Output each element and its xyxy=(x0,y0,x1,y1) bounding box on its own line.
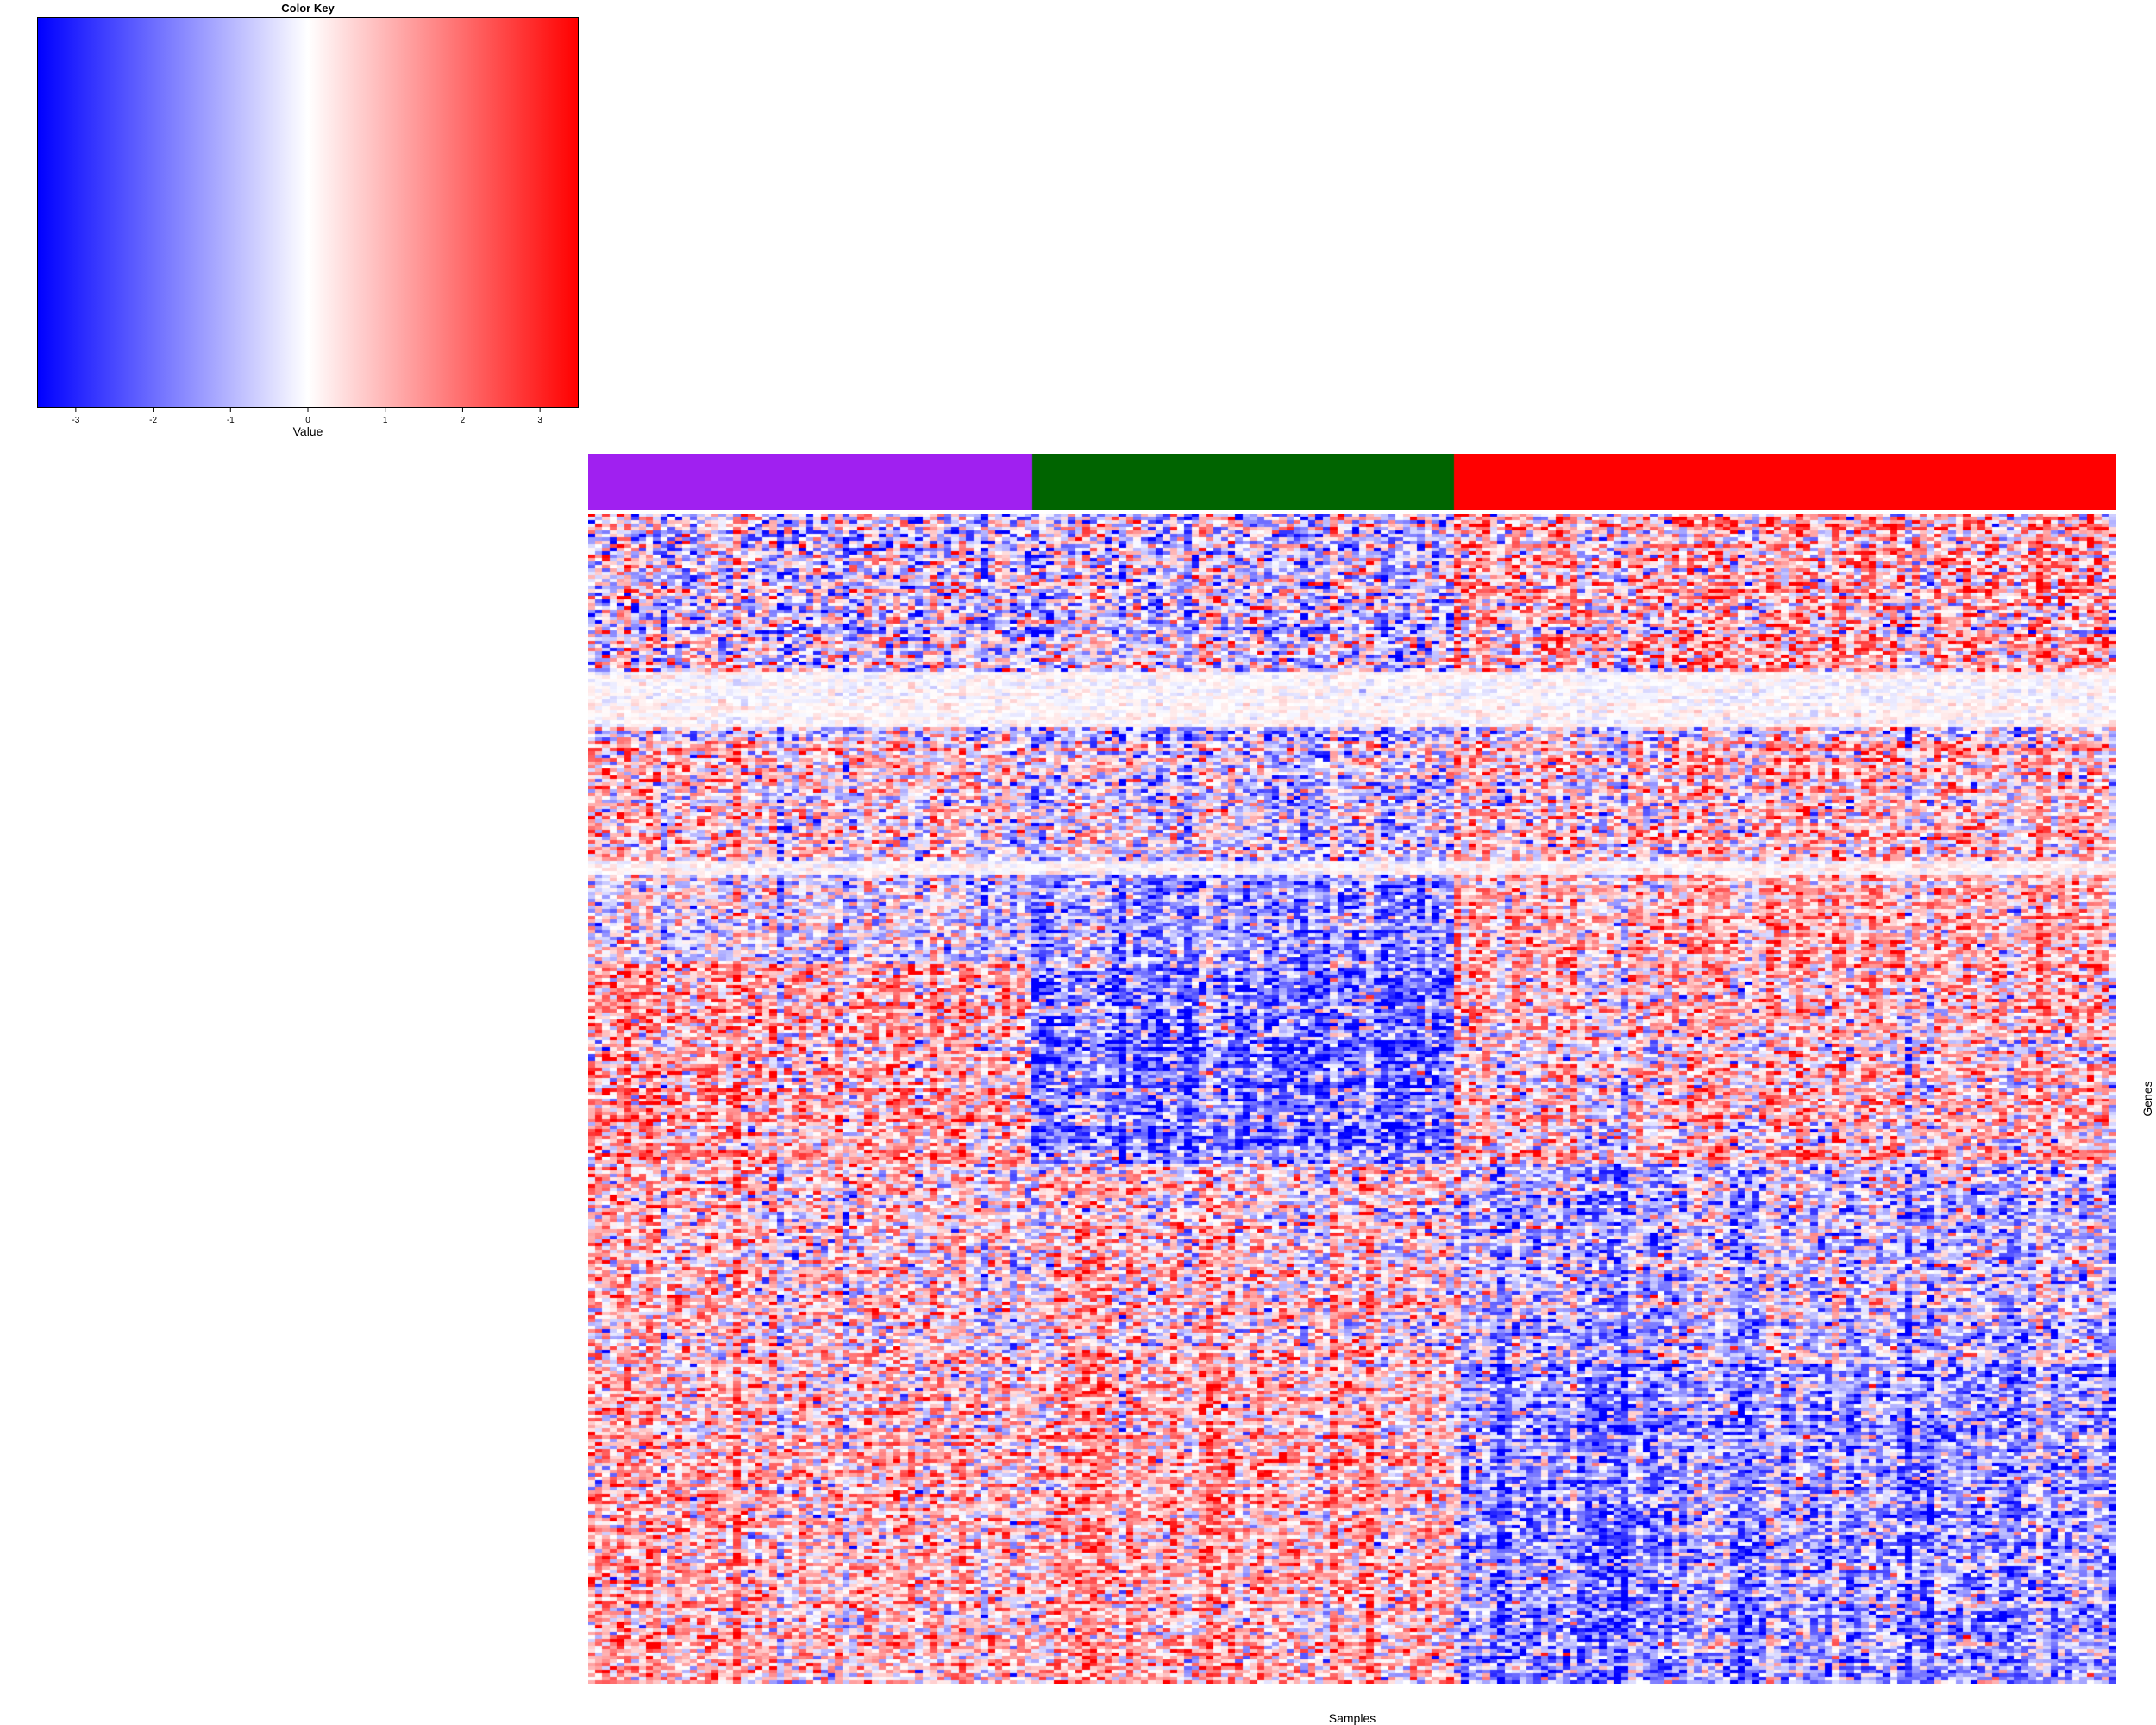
y-axis-label: Genes xyxy=(2140,1081,2154,1117)
color-key-tick-label: 1 xyxy=(383,416,388,425)
color-key-gradient xyxy=(37,17,579,408)
color-key-tick-label: -1 xyxy=(227,416,235,425)
color-key-xlabel: Value xyxy=(292,424,323,438)
color-key-tick-label: -2 xyxy=(149,416,157,425)
heatmap-grid xyxy=(588,514,2116,1684)
color-key-tick-label: 0 xyxy=(305,416,310,425)
color-key-axis: -3 -2 -1 0 1 2 3 xyxy=(72,408,542,425)
color-key-tick-label: -3 xyxy=(72,416,79,425)
color-key-tick-label: 3 xyxy=(537,416,542,425)
color-key-title: Color Key xyxy=(281,2,335,15)
color-key: Color Key -3 -2 -1 0 1 2 3 Value xyxy=(0,0,604,448)
x-axis-label: Samples xyxy=(1328,1711,1376,1725)
sample-group-color-bar xyxy=(588,454,2116,510)
color-key-tick-label: 2 xyxy=(461,416,466,425)
